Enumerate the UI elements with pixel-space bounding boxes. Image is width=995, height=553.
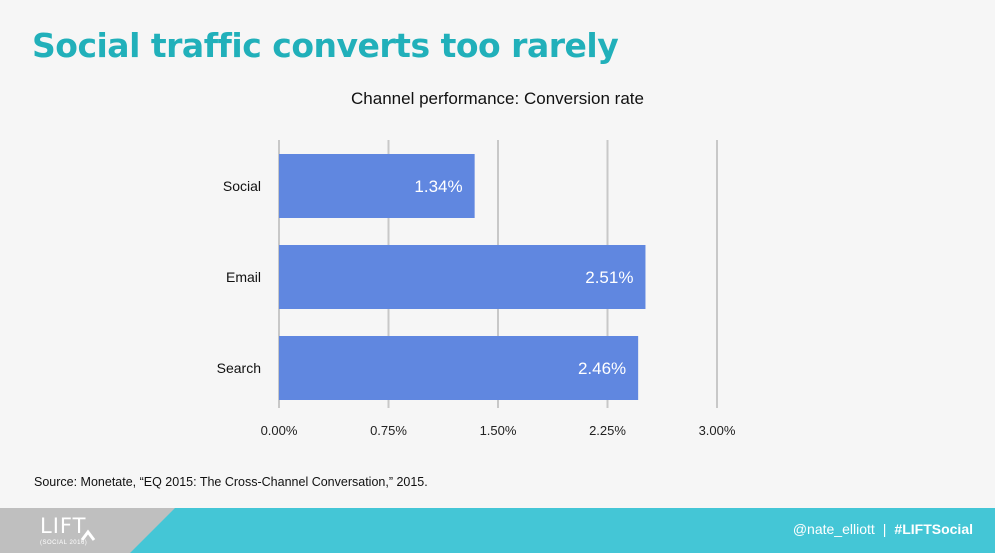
category-label: Search	[217, 360, 261, 376]
lift-logo-subtext: (SOCIAL 2016)	[40, 540, 88, 546]
x-tick-label: 1.50%	[480, 423, 517, 438]
twitter-handle: @nate_elliott	[792, 521, 875, 537]
x-tick-label: 2.25%	[589, 423, 626, 438]
category-label: Email	[226, 269, 261, 285]
data-label: 2.46%	[578, 359, 626, 378]
chart-title: Channel performance: Conversion rate	[351, 89, 644, 108]
data-label: 1.34%	[414, 177, 462, 196]
footer-separator: |	[882, 521, 887, 537]
source-note: Source: Monetate, “EQ 2015: The Cross-Ch…	[34, 475, 428, 489]
data-labels: 1.34% 2.51% 2.46%	[414, 177, 633, 378]
bars	[279, 154, 646, 400]
footer-social-handles: @nate_elliott | #LIFTSocial	[793, 521, 973, 537]
category-labels: Social Email Search	[217, 178, 261, 376]
lift-logo: LIFT	[40, 514, 87, 538]
category-label: Social	[223, 178, 261, 194]
x-tick-label: 3.00%	[699, 423, 736, 438]
bar-search	[279, 336, 639, 400]
x-tick-label: 0.75%	[370, 423, 407, 438]
slide-headline: Social traffic converts too rarely	[32, 26, 619, 65]
chevron-up-icon	[80, 529, 96, 541]
x-tick-label: 0.00%	[261, 423, 298, 438]
hashtag: #LIFTSocial	[894, 521, 973, 537]
data-label: 2.51%	[585, 268, 633, 287]
bar-email	[279, 245, 646, 309]
x-tick-labels: 0.00% 0.75% 1.50% 2.25% 3.00%	[261, 423, 736, 438]
bar-social	[279, 154, 475, 218]
